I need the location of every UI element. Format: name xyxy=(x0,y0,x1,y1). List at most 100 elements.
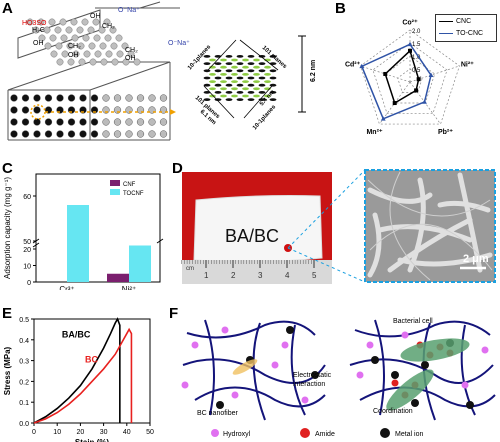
radar-axis-label: Co²⁺ xyxy=(402,20,418,27)
ruler-tick-label: 2 xyxy=(231,271,236,280)
label-coona-1: O⁻Na⁺ xyxy=(118,7,140,14)
cellulose-structure-diagram: HO3SO O⁻Na⁺ O⁻Na⁺ OH H₂C CH₂ OH CH₂ OH C… xyxy=(7,1,317,141)
x-tick-label: 50 xyxy=(146,429,154,436)
y-tick-label: 50 xyxy=(23,239,31,246)
label-ho3so: HO3SO xyxy=(22,20,47,27)
panel-b: B Co²⁺ Ni²⁺ Pb²⁺ Mn²⁺ Cd²⁺ 0.5 1.0 1.5 2.0 CNC T… xyxy=(335,0,500,160)
lattice-height: 6.2 nm xyxy=(310,60,317,82)
panel-e: E 0 10 20 30 40 50 0.0 0.1 0.2 0.3 0.4 0.5 Stain (%)… xyxy=(0,305,165,442)
photo-and-sem: 1 2 3 4 5 cm BA/BC 2 μm xyxy=(181,169,496,284)
ruler-tick-label: 3 xyxy=(258,271,263,280)
radar-tick-label: 1.5 xyxy=(412,42,421,48)
label-ch2-3: CH₂ xyxy=(125,47,138,54)
bar-tocnf-1 xyxy=(129,245,151,282)
ruler-tick-label: 4 xyxy=(285,271,290,280)
radar-axis-label: Pb²⁺ xyxy=(438,129,453,136)
y-tick-label: 10 xyxy=(23,264,31,271)
y-tick-label: 0.3 xyxy=(19,359,29,366)
y-tick-label: 0 xyxy=(27,280,31,287)
scale-bar-label: 2 μm xyxy=(463,253,489,265)
radar-point xyxy=(407,41,413,47)
y-tick-label: 0.5 xyxy=(19,317,29,324)
y-tick-label: 0.0 xyxy=(19,421,29,428)
ruler-tick-label: 1 xyxy=(204,271,209,280)
x-tick-label: Cr³⁺ xyxy=(59,285,74,290)
bar-chart-frame xyxy=(35,173,161,283)
legend-swatch xyxy=(110,189,120,195)
x-tick-label: 30 xyxy=(100,429,108,436)
x-tick-label: 10 xyxy=(53,429,61,436)
panel-a: A HO3SO O⁻Na⁺ O⁻Na⁺ OH H₂C CH₂ OH CH₂ xyxy=(0,0,340,150)
legend-cnc: CNC xyxy=(456,17,472,25)
panel-c-label: C xyxy=(2,160,13,177)
legend-metal-ion: Metal ion xyxy=(395,431,424,438)
radar-axis-label: Mn²⁺ xyxy=(366,129,382,136)
legend-hydroxyl: Hydroxyl xyxy=(223,431,251,438)
series-ba-bc xyxy=(33,317,121,424)
mechanism-diagram: Bacterial cell Electrostatic interaction … xyxy=(181,318,496,438)
sample-label: BA/BC xyxy=(225,226,279,246)
y-tick-label: 60 xyxy=(23,194,31,201)
panel-d-label: D xyxy=(172,160,183,177)
radar-point xyxy=(359,63,365,69)
x-tick-label: 20 xyxy=(77,429,85,436)
panel-f: F Bacterial cell Electrostatic interactio… xyxy=(165,305,500,442)
label-h2c: H₂C xyxy=(32,27,45,34)
legend-amide: Amide xyxy=(315,431,335,438)
radar-axis-label: Ni²⁺ xyxy=(461,61,474,68)
x-axis-label: Stain (%) xyxy=(75,438,110,442)
bar-tocnf-0 xyxy=(67,205,89,282)
label-bacterial-cell: Bacterial cell xyxy=(393,318,433,325)
radar-tick-label: 2.0 xyxy=(412,29,421,35)
radar-series-to-cnc xyxy=(360,43,432,120)
legend-to-cnc: TO-CNC xyxy=(456,29,484,37)
label-coordination: Coordination xyxy=(373,408,413,415)
x-tick-label: 0 xyxy=(32,429,36,436)
radar-point xyxy=(422,99,427,104)
radar-point xyxy=(414,88,419,93)
lattice-10-1-bottom: 10-1planes xyxy=(252,104,278,132)
label-nanofiber: BC nanofiber xyxy=(197,410,239,417)
series-bc xyxy=(33,327,133,424)
panel-a-label: A xyxy=(2,0,13,17)
ruler-unit: cm xyxy=(186,266,194,272)
legend-swatch xyxy=(110,180,120,186)
panel-b-label: B xyxy=(335,0,346,17)
ruler-tick-label: 5 xyxy=(312,271,317,280)
y-axis-label: Adsorption capacity (mg g⁻¹) xyxy=(3,177,12,279)
label-coona-2: O⁻Na⁺ xyxy=(168,40,190,47)
x-tick-label: Ni²⁺ xyxy=(122,285,136,290)
label-oh-4: OH xyxy=(125,55,136,62)
bar-cnf-1 xyxy=(107,273,129,282)
line-chart-frame xyxy=(33,318,151,424)
label-oh-1: OH xyxy=(90,13,101,20)
radar-series-cnc xyxy=(384,49,420,105)
radar-point xyxy=(380,116,386,121)
y-tick-label: 0.2 xyxy=(19,379,29,386)
label-ch2-2: CH₂ xyxy=(68,43,81,50)
y-axis-label: Stress (MPa) xyxy=(3,346,12,395)
stress-strain-chart: 0 10 20 30 40 50 0.0 0.1 0.2 0.3 0.4 0.5 Stain (%) St… xyxy=(3,317,154,442)
radar-point xyxy=(408,48,412,53)
y-tick-label: 0.1 xyxy=(19,400,29,407)
panel-f-label: F xyxy=(169,305,179,322)
radar-tick-label: 1.0 xyxy=(412,55,421,61)
y-tick-label: 0.4 xyxy=(19,338,29,345)
label-electrostatic: Electrostatic interaction xyxy=(293,372,332,388)
label-oh-2: OH xyxy=(33,40,44,47)
radar-legend: CNC TO-CNC xyxy=(435,14,497,42)
y-tick-label: 20 xyxy=(23,247,31,254)
radar-chart: Co²⁺Ni²⁺Pb²⁺Mn²⁺Cd²⁺0.51.01.52.0 xyxy=(345,20,474,136)
panel-d: D 1 2 3 4 5 cm BA/BC 2 μm xyxy=(170,160,500,290)
legend-label: TOCNF xyxy=(123,191,144,197)
radar-axis-label: Cd²⁺ xyxy=(345,61,361,68)
panel-e-label: E xyxy=(2,305,13,322)
label-oh-3: OH xyxy=(68,52,79,59)
panel-c: C 0 10 20 50 60 Cr³⁺ Ni²⁺ Adsorption capacity (… xyxy=(0,160,170,290)
label-ch2-1: CH₂ xyxy=(102,23,115,30)
x-tick-label: 40 xyxy=(123,429,131,436)
series-label-bc: BC xyxy=(85,355,98,365)
radar-point xyxy=(416,77,421,82)
radar-point xyxy=(428,72,434,77)
